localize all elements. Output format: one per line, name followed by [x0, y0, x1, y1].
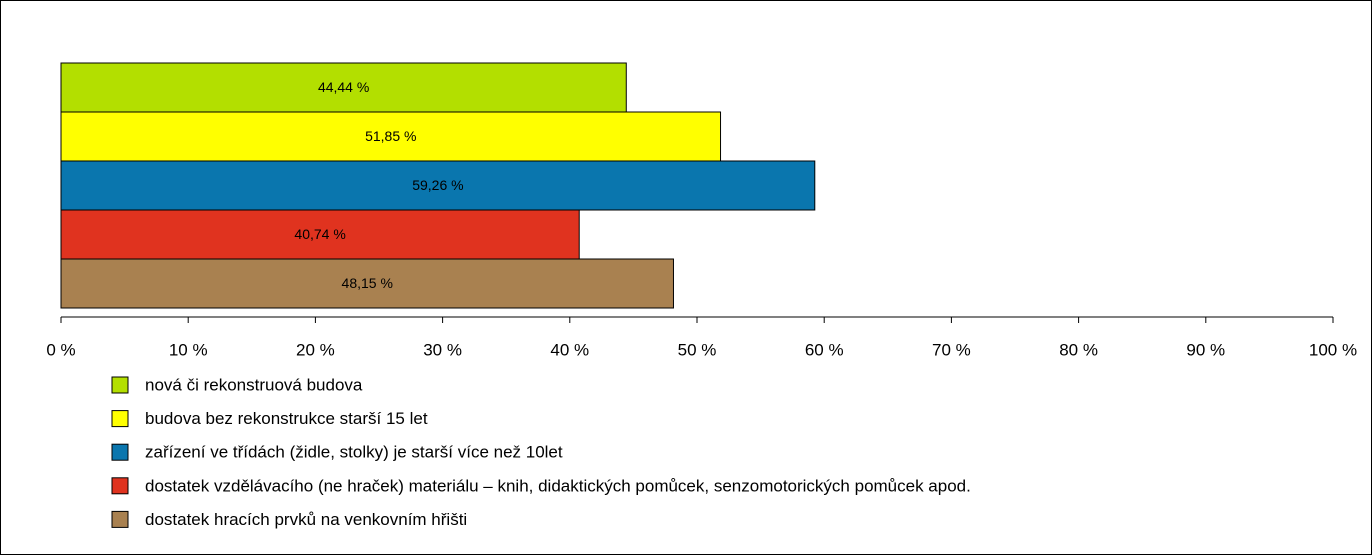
value-label: 44,44 %	[318, 79, 369, 95]
x-tick-label: 70 %	[932, 340, 971, 359]
legend-label: budova bez rekonstrukce starší 15 let	[145, 409, 428, 428]
x-tick-label: 0 %	[46, 340, 75, 359]
value-label: 48,15 %	[342, 275, 393, 291]
legend-swatch	[111, 376, 129, 394]
x-tick-label: 20 %	[296, 340, 335, 359]
bar	[60, 258, 674, 309]
legend-swatch	[111, 443, 129, 461]
legend-swatch	[111, 510, 129, 528]
legend-swatch	[111, 410, 129, 428]
bar	[60, 62, 627, 113]
bar	[60, 111, 722, 162]
value-label: 40,74 %	[294, 226, 345, 242]
value-label: 51,85 %	[365, 128, 416, 144]
x-tick-label: 90 %	[1186, 340, 1225, 359]
value-label: 59,26 %	[412, 177, 463, 193]
legend-label: dostatek hracích prvků na venkovním hřiš…	[145, 510, 467, 529]
legend-label: nová či rekonstruová budova	[145, 375, 363, 394]
x-tick-label: 40 %	[550, 340, 589, 359]
bar	[60, 160, 816, 211]
legend-label: zařízení ve třídách (židle, stolky) je s…	[145, 443, 563, 462]
legend-label: dostatek vzdělávacího (ne hraček) materi…	[145, 476, 971, 495]
x-tick-label: 30 %	[423, 340, 462, 359]
legend-swatch	[111, 477, 129, 495]
x-tick-label: 80 %	[1059, 340, 1098, 359]
x-tick-label: 10 %	[169, 340, 208, 359]
x-tick-label: 60 %	[805, 340, 844, 359]
x-tick-label: 50 %	[678, 340, 717, 359]
x-tick-label: 100 %	[1309, 340, 1357, 359]
